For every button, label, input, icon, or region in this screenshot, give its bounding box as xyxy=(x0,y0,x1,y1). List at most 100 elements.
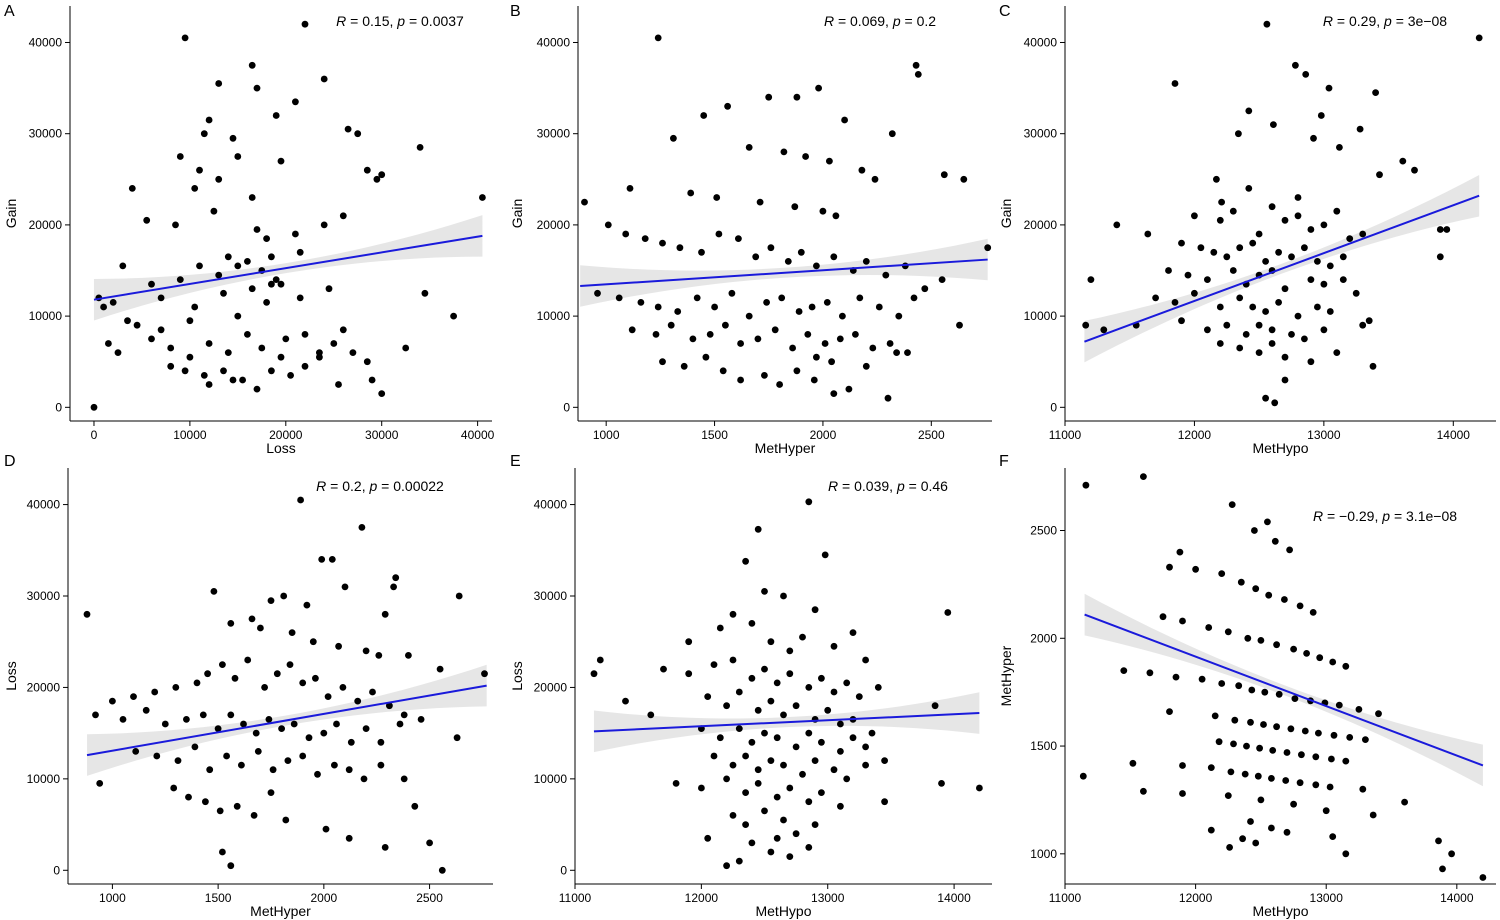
data-point xyxy=(1082,321,1090,329)
regression-line xyxy=(580,258,988,288)
data-point xyxy=(672,780,680,787)
data-point xyxy=(339,684,347,691)
data-point xyxy=(1362,736,1369,743)
data-point xyxy=(1411,166,1418,174)
data-point xyxy=(1192,565,1199,573)
data-point xyxy=(258,344,266,352)
data-point xyxy=(1316,654,1324,662)
data-point xyxy=(886,340,894,347)
data-point xyxy=(124,317,131,325)
data-point xyxy=(400,775,408,783)
data-point xyxy=(231,674,239,682)
data-point xyxy=(1342,757,1350,765)
data-point xyxy=(852,331,859,338)
data-point xyxy=(1286,546,1293,554)
y-axis-title: Loss xyxy=(509,661,525,691)
data-point xyxy=(1262,308,1269,315)
data-point xyxy=(253,385,261,393)
data-point xyxy=(687,189,695,197)
data-point xyxy=(373,175,381,183)
x-tick-label: 30000 xyxy=(365,428,399,442)
data-point xyxy=(105,340,112,347)
data-point xyxy=(1166,563,1173,571)
data-point xyxy=(167,362,175,370)
data-point xyxy=(405,652,412,659)
data-point xyxy=(1152,294,1159,302)
data-point xyxy=(1339,276,1347,283)
data-point xyxy=(1326,783,1334,791)
x-axis-title: MetHyper xyxy=(250,903,311,919)
data-point xyxy=(344,125,352,133)
data-point xyxy=(301,20,309,28)
data-point xyxy=(1448,850,1455,858)
y-tick-label: 30000 xyxy=(534,589,568,603)
data-point xyxy=(316,353,323,361)
data-point xyxy=(83,610,91,618)
data-point xyxy=(1302,71,1310,78)
data-point xyxy=(314,770,321,778)
panel-letter: D xyxy=(4,453,16,470)
data-point xyxy=(1310,134,1317,142)
data-point xyxy=(227,620,235,627)
data-point xyxy=(893,349,900,356)
data-point xyxy=(637,299,645,306)
x-tick-label: 14000 xyxy=(937,891,971,905)
data-point xyxy=(254,748,262,755)
data-point xyxy=(114,349,122,356)
data-point xyxy=(1475,34,1483,42)
data-point xyxy=(191,185,199,192)
data-point xyxy=(386,702,393,710)
data-point xyxy=(215,175,223,183)
data-point xyxy=(100,303,107,311)
data-point xyxy=(229,134,237,142)
data-point xyxy=(1296,779,1304,787)
data-point xyxy=(780,761,787,769)
x-axis-title: Loss xyxy=(266,440,296,456)
y-tick-label: 2000 xyxy=(1030,631,1057,645)
data-point xyxy=(795,308,803,315)
data-point xyxy=(1307,226,1315,233)
x-tick-label: 12000 xyxy=(685,891,719,905)
data-point xyxy=(1227,768,1235,776)
data-point xyxy=(761,665,768,673)
data-point xyxy=(233,802,241,810)
data-point xyxy=(1252,585,1260,593)
data-point xyxy=(754,525,762,533)
data-point xyxy=(204,670,212,678)
data-point xyxy=(1376,171,1383,179)
panel-d: 1000 1500 2000 2500 0 10000 20000 30000 40000 Met… xyxy=(3,453,493,919)
data-point xyxy=(176,153,184,160)
data-point xyxy=(280,592,288,600)
x-axis-title: MetHyper xyxy=(755,440,816,456)
data-point xyxy=(786,853,794,860)
data-point xyxy=(792,702,800,710)
data-point xyxy=(1247,818,1254,825)
data-point xyxy=(133,321,141,329)
data-point xyxy=(778,294,786,302)
y-tick-label: 0 xyxy=(55,400,62,414)
data-point xyxy=(1268,775,1275,782)
data-point xyxy=(248,285,256,293)
data-point xyxy=(261,684,268,691)
correlation-stats: R = 0.15, p = 0.0037 xyxy=(336,13,464,29)
data-point xyxy=(767,757,775,764)
regression-line xyxy=(93,234,483,301)
data-point xyxy=(1236,344,1244,352)
data-point xyxy=(862,743,869,751)
data-point xyxy=(416,144,424,151)
data-point xyxy=(296,294,304,302)
data-point xyxy=(1312,753,1320,761)
data-point xyxy=(90,403,98,411)
data-point xyxy=(745,312,753,320)
data-point xyxy=(1218,570,1226,577)
data-point xyxy=(875,303,883,311)
data-point xyxy=(196,262,203,270)
data-point xyxy=(843,775,851,783)
y-tick-label: 1500 xyxy=(1030,739,1057,753)
data-point xyxy=(1252,839,1260,847)
data-point xyxy=(804,331,812,338)
data-point xyxy=(1301,244,1308,252)
data-point xyxy=(1290,645,1297,653)
data-point xyxy=(196,166,203,174)
data-point xyxy=(479,194,486,201)
